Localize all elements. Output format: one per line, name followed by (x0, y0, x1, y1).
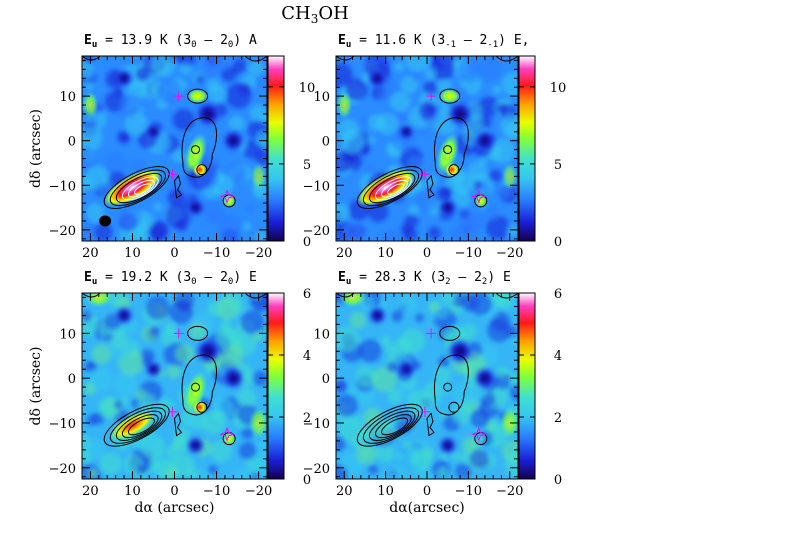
x-tick-label: 20 (336, 484, 353, 499)
x-tick-label: 0 (423, 246, 431, 261)
y-tick-label: 0 (322, 372, 330, 387)
panel-transition-label: Eu = 19.2 K (30 – 20) E (84, 270, 257, 287)
colorbar-tick-label: 5 (554, 158, 562, 173)
cross-marker-1 (419, 169, 430, 180)
panel-p2: 20 10 0 −10 −20 10 0 −10 −20 Eu = 11.6 K (3-1 – 2… (303, 33, 567, 261)
contours (336, 293, 518, 447)
x-tick-label: −20 (496, 484, 523, 499)
colorbar-tick-label: 5 (303, 158, 311, 173)
x-tick-label: 10 (377, 246, 394, 261)
x-tick-label: 0 (170, 484, 178, 499)
star-marker (471, 188, 487, 204)
x-tick-label: 20 (82, 246, 99, 261)
position-markers (419, 328, 487, 442)
x-axis-label: dα (arcsec) (135, 500, 215, 516)
y-tick-label: 10 (313, 90, 330, 105)
y-axis-label: dδ (arcsec) (28, 347, 44, 426)
y-tick-label: 0 (68, 372, 76, 387)
x-tick-label: 10 (124, 484, 141, 499)
y-tick-label: −20 (303, 224, 330, 239)
y-tick-label: −20 (303, 462, 330, 477)
intensity-map (336, 293, 518, 479)
colorbar-tick-label: 6 (303, 287, 311, 302)
y-tick-label: −20 (49, 224, 76, 239)
panel-p1: 20 10 0 −10 −20 10 0 −10 −20 dδ (arcsec) Eu = 13.9… (28, 33, 315, 261)
y-tick-label: 10 (59, 90, 76, 105)
x-tick-label: −10 (455, 246, 482, 261)
position-markers (419, 91, 487, 204)
y-tick-label: −10 (49, 179, 76, 194)
panel-transition-label: Eu = 13.9 K (30 – 20) A (84, 33, 257, 50)
cross-marker-0 (426, 328, 437, 339)
y-tick-label: 10 (313, 327, 330, 342)
colorbar: 0 5 10 (518, 55, 567, 250)
star-marker (219, 426, 235, 442)
beam-ellipse (99, 215, 112, 227)
colorbar-tick-label: 2 (303, 411, 311, 426)
axis-ticks (336, 56, 518, 241)
colorbar-tick-label: 2 (554, 411, 562, 426)
contours (336, 56, 518, 209)
star-marker (471, 426, 487, 442)
y-tick-label: −10 (49, 417, 76, 432)
x-tick-label: −10 (203, 246, 230, 261)
x-tick-label: −10 (455, 484, 482, 499)
x-tick-label: 10 (377, 484, 394, 499)
colorbar-tick-label: 0 (554, 473, 562, 488)
x-tick-label: 20 (336, 246, 353, 261)
colorbar: 0 2 4 6 (267, 287, 311, 488)
y-tick-label: 10 (59, 327, 76, 342)
panel-transition-label: Eu = 11.6 K (3-1 – 2-1) E, (338, 33, 529, 50)
x-tick-label: 0 (170, 246, 178, 261)
x-tick-label: −20 (496, 246, 523, 261)
position-markers (167, 91, 235, 204)
x-tick-label: 20 (82, 484, 99, 499)
intensity-map (336, 56, 518, 241)
x-tick-label: −20 (245, 484, 272, 499)
x-tick-label: −20 (245, 246, 272, 261)
y-tick-label: −10 (303, 417, 330, 432)
figure-title: CH3OH (281, 3, 349, 26)
colorbar-tick-label: 4 (554, 349, 562, 364)
star-marker (219, 188, 235, 204)
cross-marker-1 (167, 169, 178, 180)
colorbar: 0 5 10 (267, 55, 316, 250)
cross-marker-0 (173, 328, 184, 339)
y-tick-label: −20 (49, 462, 76, 477)
x-tick-label: 10 (124, 246, 141, 261)
cross-marker-0 (173, 91, 184, 102)
cross-marker-0 (426, 91, 437, 102)
colorbar-tick-label: 0 (554, 235, 562, 250)
colorbar-tick-label: 10 (550, 81, 567, 96)
x-axis-label: dα(arcsec) (389, 500, 465, 516)
intensity-map (82, 293, 267, 479)
colorbar: 0 2 4 6 (518, 287, 562, 488)
x-tick-label: 0 (423, 484, 431, 499)
cross-marker-1 (167, 406, 178, 417)
colorbar-tick-label: 4 (303, 349, 311, 364)
y-tick-label: 0 (322, 135, 330, 150)
panel-transition-label: Eu = 28.3 K (32 – 22) E (338, 270, 511, 287)
y-axis-label: dδ (arcsec) (28, 109, 44, 188)
axis-ticks (82, 293, 267, 479)
intensity-map (82, 56, 267, 241)
colorbar-tick-label: 0 (303, 473, 311, 488)
colorbar-tick-label: 6 (554, 287, 562, 302)
position-markers (167, 328, 235, 442)
x-tick-label: −10 (203, 484, 230, 499)
y-tick-label: −10 (303, 179, 330, 194)
axis-ticks (82, 56, 267, 241)
contours (82, 293, 267, 447)
axis-ticks (336, 293, 518, 479)
colorbar-tick-label: 10 (299, 81, 316, 96)
y-tick-label: 0 (68, 135, 76, 150)
cross-marker-1 (419, 406, 430, 417)
colorbar-tick-label: 0 (303, 235, 311, 250)
